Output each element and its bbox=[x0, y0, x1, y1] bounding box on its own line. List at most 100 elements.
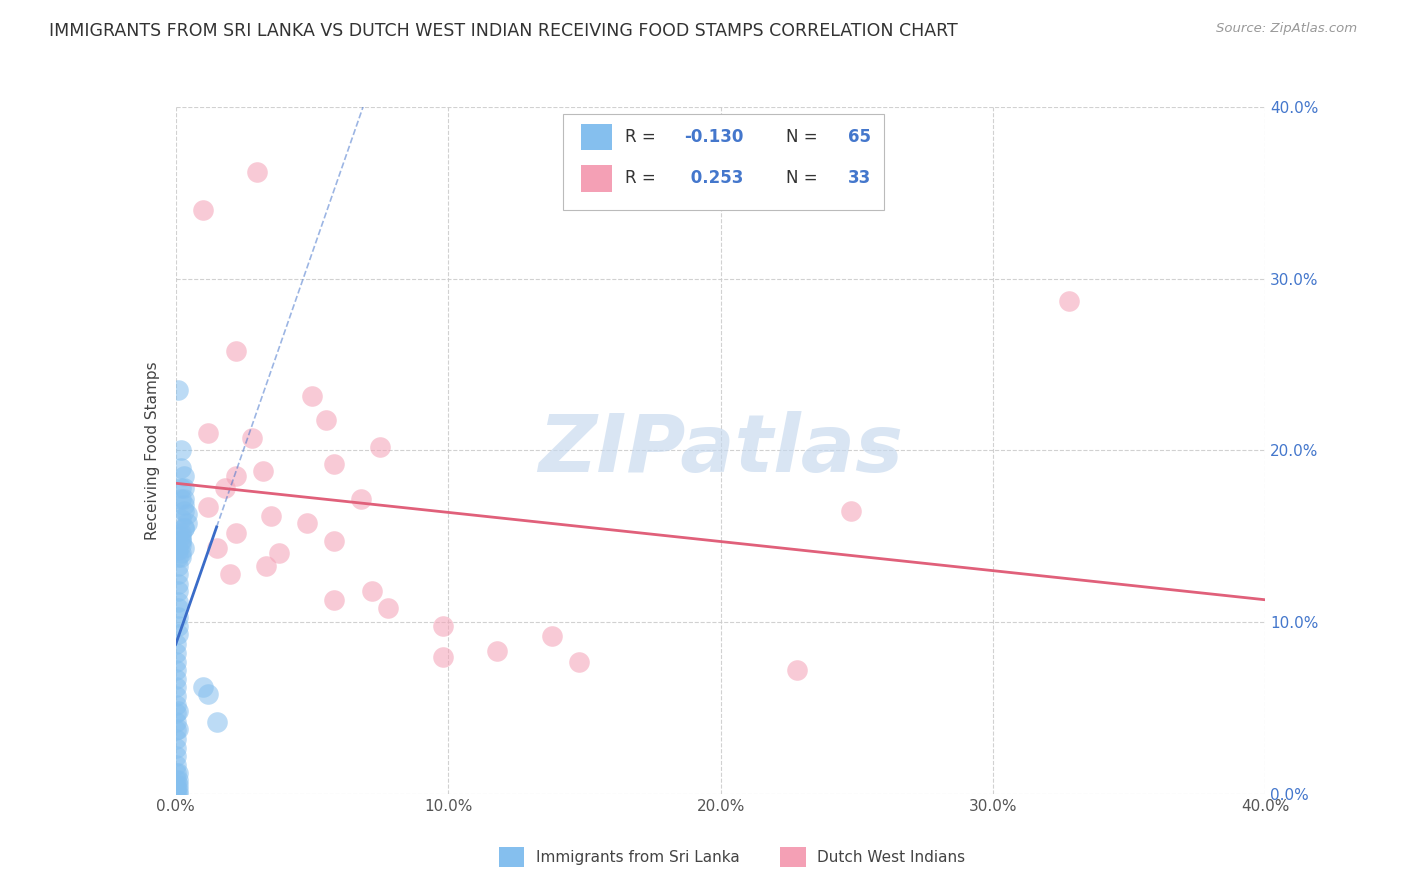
Point bbox=[167, 558, 190, 573]
Point bbox=[568, 655, 591, 669]
Point bbox=[170, 460, 193, 475]
Point bbox=[170, 512, 193, 526]
Point bbox=[167, 584, 190, 599]
Text: N =: N = bbox=[786, 128, 823, 146]
Point bbox=[205, 714, 228, 729]
Point bbox=[170, 529, 193, 543]
Point bbox=[165, 757, 187, 772]
Point bbox=[486, 644, 509, 658]
Point bbox=[167, 577, 190, 591]
Point bbox=[173, 503, 195, 517]
Point bbox=[167, 773, 190, 788]
Point bbox=[315, 412, 337, 426]
Point bbox=[167, 384, 190, 398]
Point bbox=[432, 618, 454, 632]
Point bbox=[260, 508, 283, 523]
Point bbox=[167, 722, 190, 736]
FancyBboxPatch shape bbox=[581, 124, 612, 151]
Point bbox=[165, 646, 187, 660]
Point bbox=[165, 655, 187, 669]
Point bbox=[219, 567, 242, 582]
Point bbox=[170, 538, 193, 552]
Point bbox=[540, 629, 562, 643]
Point bbox=[173, 521, 195, 535]
Point bbox=[170, 443, 193, 458]
Point bbox=[368, 440, 391, 454]
Point bbox=[165, 672, 187, 686]
Text: 33: 33 bbox=[848, 169, 872, 187]
Point bbox=[377, 601, 399, 615]
Point bbox=[322, 457, 344, 471]
Point bbox=[170, 491, 193, 506]
Text: Immigrants from Sri Lanka: Immigrants from Sri Lanka bbox=[536, 850, 740, 864]
Point bbox=[167, 567, 190, 582]
Text: -0.130: -0.130 bbox=[685, 128, 744, 146]
Point bbox=[173, 469, 195, 483]
Text: R =: R = bbox=[624, 169, 661, 187]
Point bbox=[176, 507, 198, 521]
Point bbox=[167, 787, 190, 801]
Point bbox=[170, 525, 193, 540]
Point bbox=[254, 558, 277, 573]
Point bbox=[167, 627, 190, 641]
Point bbox=[173, 541, 195, 556]
Text: Dutch West Indians: Dutch West Indians bbox=[817, 850, 965, 864]
Point bbox=[167, 783, 190, 797]
Point bbox=[214, 481, 236, 495]
Point bbox=[165, 698, 187, 712]
Point bbox=[165, 723, 187, 738]
Point bbox=[1057, 294, 1080, 309]
Point bbox=[170, 546, 193, 561]
Point bbox=[225, 525, 247, 540]
Point bbox=[165, 766, 187, 780]
Point bbox=[205, 541, 228, 556]
Point bbox=[165, 778, 187, 792]
Point bbox=[167, 543, 190, 558]
Point bbox=[167, 618, 190, 632]
Point bbox=[295, 516, 318, 530]
Point bbox=[165, 706, 187, 721]
Point bbox=[165, 731, 187, 746]
Point bbox=[173, 499, 195, 513]
Point bbox=[167, 549, 190, 564]
Point bbox=[165, 785, 187, 799]
Point bbox=[252, 464, 274, 478]
Point bbox=[170, 533, 193, 547]
Point bbox=[197, 426, 219, 441]
Point bbox=[173, 491, 195, 506]
Point bbox=[197, 687, 219, 701]
Text: ZIPatlas: ZIPatlas bbox=[538, 411, 903, 490]
Point bbox=[170, 534, 193, 549]
Point bbox=[167, 766, 190, 780]
Text: IMMIGRANTS FROM SRI LANKA VS DUTCH WEST INDIAN RECEIVING FOOD STAMPS CORRELATION: IMMIGRANTS FROM SRI LANKA VS DUTCH WEST … bbox=[49, 22, 957, 40]
Point bbox=[191, 202, 214, 217]
Point bbox=[786, 663, 808, 677]
Point bbox=[165, 787, 187, 801]
Text: R =: R = bbox=[624, 128, 661, 146]
Point bbox=[165, 638, 187, 652]
Point bbox=[350, 491, 373, 506]
Point bbox=[170, 481, 193, 495]
Point bbox=[165, 740, 187, 755]
Text: N =: N = bbox=[786, 169, 823, 187]
Point bbox=[165, 749, 187, 764]
FancyBboxPatch shape bbox=[562, 114, 884, 211]
Point bbox=[173, 521, 195, 535]
Point bbox=[167, 594, 190, 608]
Point bbox=[165, 773, 187, 788]
Point bbox=[173, 481, 195, 495]
Y-axis label: Receiving Food Stamps: Receiving Food Stamps bbox=[145, 361, 160, 540]
Point bbox=[322, 534, 344, 549]
Point bbox=[841, 503, 863, 517]
Text: 65: 65 bbox=[848, 128, 872, 146]
FancyBboxPatch shape bbox=[581, 165, 612, 192]
Point bbox=[225, 469, 247, 483]
Point bbox=[240, 432, 263, 446]
Point bbox=[225, 343, 247, 358]
Point bbox=[170, 549, 193, 564]
Point bbox=[301, 388, 323, 402]
Point bbox=[322, 592, 344, 607]
Point bbox=[197, 500, 219, 515]
Point bbox=[165, 781, 187, 796]
Point bbox=[167, 778, 190, 792]
